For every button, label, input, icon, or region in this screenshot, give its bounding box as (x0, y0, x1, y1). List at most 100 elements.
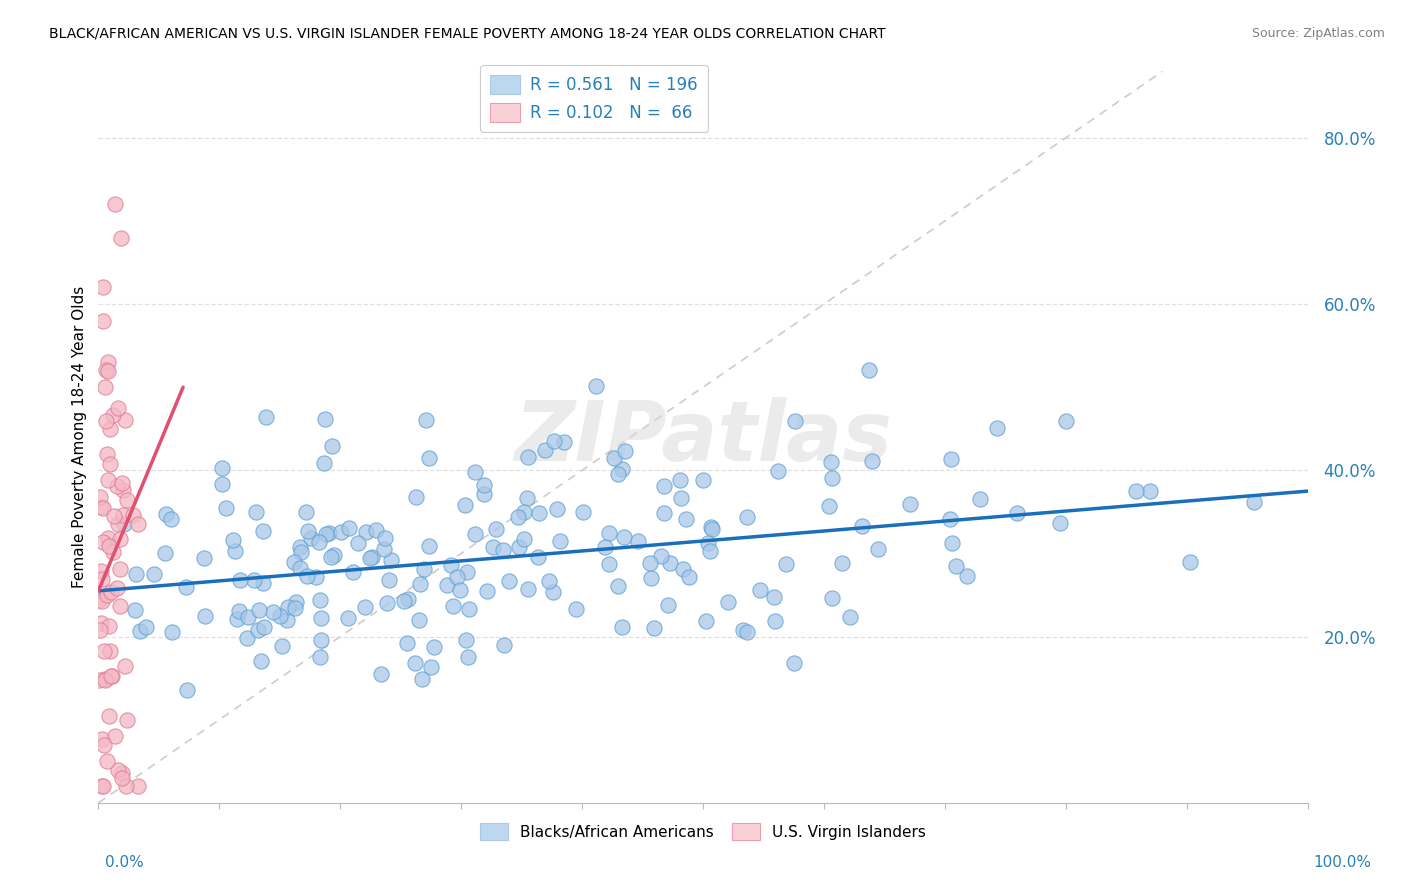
Point (817, 499, 839, 513)
Point (572, 505, 595, 519)
Point (652, 479, 675, 493)
Point (408, 613, 430, 627)
Point (415, 413, 437, 427)
Point (211, 477, 233, 491)
Point (211, 460, 233, 475)
Point (456, 565, 478, 579)
Point (121, 508, 143, 522)
Point (215, 501, 238, 516)
Point (418, 539, 440, 553)
Point (538, 574, 561, 589)
Point (111, 771, 134, 785)
Point (749, 582, 772, 597)
Point (93, 644, 115, 658)
Point (449, 582, 471, 597)
Point (613, 530, 636, 544)
Point (97, 355, 120, 369)
Point (610, 620, 633, 634)
Point (94, 380, 117, 394)
Point (342, 565, 364, 579)
Point (97, 619, 120, 633)
Point (598, 525, 620, 540)
Point (112, 483, 135, 498)
Point (627, 534, 650, 549)
Point (89, 623, 111, 637)
Point (374, 531, 396, 545)
Point (658, 556, 681, 570)
Point (783, 657, 806, 671)
Point (553, 435, 575, 450)
Point (283, 600, 305, 615)
Point (297, 568, 319, 582)
Point (96, 473, 118, 487)
Point (851, 519, 873, 533)
Point (91, 779, 114, 793)
Point (98, 422, 121, 436)
Point (337, 611, 360, 625)
Point (91, 314, 114, 328)
Point (114, 413, 136, 427)
Point (517, 450, 540, 464)
Point (105, 478, 128, 492)
Point (482, 540, 505, 554)
Point (506, 509, 529, 524)
Point (238, 610, 260, 624)
Point (153, 546, 176, 560)
Point (318, 526, 340, 541)
Point (107, 763, 129, 777)
Point (672, 562, 695, 576)
Legend: Blacks/African Americans, U.S. Virgin Islanders: Blacks/African Americans, U.S. Virgin Is… (474, 816, 932, 847)
Point (411, 672, 433, 686)
Point (127, 516, 149, 531)
Point (527, 549, 550, 564)
Point (96, 589, 118, 603)
Point (104, 197, 127, 211)
Point (90, 572, 112, 586)
Point (945, 558, 967, 573)
Point (125, 566, 148, 581)
Point (103, 545, 125, 559)
Point (98, 457, 121, 471)
Point (94, 673, 117, 687)
Point (87, 593, 110, 607)
Point (436, 578, 458, 592)
Point (112, 517, 135, 532)
Point (380, 552, 402, 566)
Point (485, 522, 508, 536)
Point (820, 471, 842, 485)
Point (498, 574, 520, 589)
Point (236, 631, 259, 645)
Point (492, 638, 515, 652)
Point (785, 414, 807, 428)
Point (270, 639, 292, 653)
Point (160, 512, 183, 526)
Text: BLACK/AFRICAN AMERICAN VS U.S. VIRGIN ISLANDER FEMALE POVERTY AMONG 18-24 YEAR O: BLACK/AFRICAN AMERICAN VS U.S. VIRGIN IS… (49, 27, 886, 41)
Point (412, 562, 434, 576)
Point (1005, 506, 1028, 520)
Point (763, 614, 786, 628)
Point (262, 605, 284, 619)
Point (898, 497, 921, 511)
Point (222, 533, 245, 548)
Point (284, 594, 307, 608)
Point (565, 602, 588, 616)
Point (110, 230, 132, 244)
Point (939, 512, 962, 526)
Point (702, 522, 724, 536)
Point (640, 571, 662, 585)
Point (115, 779, 138, 793)
Point (353, 600, 375, 615)
Point (735, 509, 758, 524)
Point (652, 507, 675, 521)
Point (155, 507, 177, 521)
Point (939, 452, 962, 467)
Point (541, 585, 564, 599)
Point (308, 649, 330, 664)
Point (288, 561, 311, 575)
Point (90, 615, 112, 630)
Point (838, 609, 860, 624)
Point (103, 508, 125, 523)
Point (245, 505, 267, 519)
Point (700, 520, 723, 534)
Point (675, 511, 697, 525)
